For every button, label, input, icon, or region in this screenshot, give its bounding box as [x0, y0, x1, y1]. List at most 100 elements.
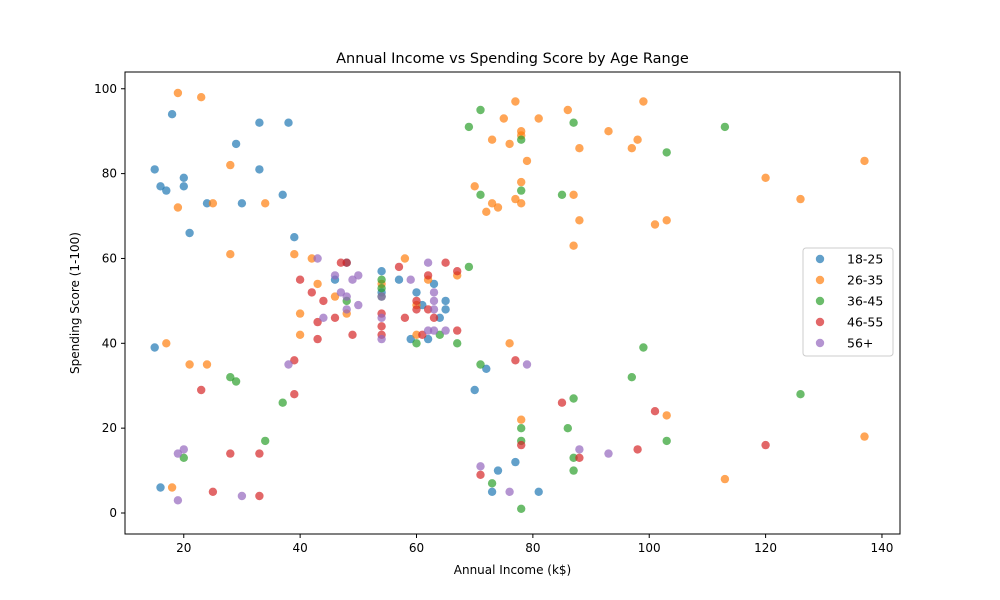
data-point	[761, 440, 770, 450]
data-point	[517, 440, 526, 450]
data-point	[330, 313, 340, 322]
data-point	[575, 453, 584, 462]
data-point	[354, 271, 363, 280]
legend-marker	[815, 317, 825, 327]
data-point	[575, 144, 584, 153]
data-point	[173, 88, 183, 98]
data-point	[400, 313, 410, 322]
data-point	[482, 364, 491, 373]
data-point	[569, 241, 578, 250]
data-point	[534, 114, 543, 123]
x-tick-label: 100	[638, 541, 661, 555]
data-point	[505, 139, 514, 149]
data-point	[557, 190, 567, 199]
data-point	[412, 296, 421, 306]
y-tick-label: 0	[109, 506, 117, 520]
data-point	[342, 292, 351, 301]
data-point	[860, 156, 869, 166]
data-point	[167, 110, 177, 119]
data-point	[284, 360, 293, 369]
data-point	[162, 186, 171, 195]
x-tick-label: 40	[292, 541, 307, 555]
data-point	[464, 122, 474, 132]
data-point	[517, 424, 526, 433]
data-point	[290, 250, 299, 259]
data-point	[179, 173, 188, 182]
data-point	[476, 462, 485, 471]
x-tick-label: 80	[525, 541, 540, 555]
data-point	[179, 453, 188, 462]
data-point	[604, 449, 613, 458]
data-point	[662, 436, 671, 446]
data-point	[319, 313, 328, 322]
data-point	[255, 491, 264, 501]
data-point	[441, 258, 450, 267]
data-point	[627, 144, 636, 153]
data-point	[255, 449, 264, 458]
data-point	[569, 190, 578, 199]
data-point	[406, 275, 415, 284]
data-point	[156, 483, 165, 492]
data-point	[476, 360, 485, 369]
data-point	[406, 334, 415, 344]
data-point	[429, 296, 439, 306]
data-point	[441, 326, 450, 335]
data-point	[796, 194, 805, 204]
data-point	[354, 300, 363, 310]
data-point	[476, 105, 485, 115]
data-point	[569, 466, 578, 475]
data-point	[202, 360, 212, 369]
data-point	[511, 97, 520, 106]
data-point	[470, 182, 479, 191]
legend-label: 18-25	[847, 252, 883, 267]
data-point	[226, 250, 235, 259]
data-point	[487, 487, 497, 496]
data-point	[290, 233, 299, 242]
data-point	[662, 411, 671, 420]
data-point	[563, 424, 572, 433]
data-point	[470, 385, 479, 395]
data-point	[284, 118, 293, 127]
data-point	[517, 177, 526, 187]
legend-label: 26-35	[847, 273, 883, 288]
data-point	[255, 165, 264, 174]
data-point	[662, 216, 671, 225]
data-point	[453, 339, 462, 348]
data-point	[197, 385, 206, 395]
data-point	[720, 122, 730, 132]
data-point	[377, 322, 386, 331]
data-point	[493, 466, 503, 475]
data-point	[179, 182, 188, 191]
data-point	[435, 313, 444, 322]
data-point	[342, 305, 351, 314]
x-tick-label: 20	[176, 541, 191, 555]
data-point	[319, 296, 328, 306]
data-point	[162, 339, 171, 348]
data-point	[517, 135, 526, 144]
data-point	[720, 474, 730, 484]
data-point	[231, 139, 241, 149]
data-point	[261, 436, 270, 446]
data-point	[342, 258, 351, 267]
data-point	[453, 267, 462, 276]
data-point	[295, 309, 305, 318]
legend-marker	[815, 296, 825, 306]
data-point	[290, 390, 299, 399]
x-tick-label: 120	[754, 541, 777, 555]
data-point	[231, 377, 241, 386]
data-point	[418, 300, 427, 310]
data-points	[150, 88, 869, 513]
data-point	[604, 127, 613, 136]
data-point	[569, 453, 578, 462]
data-point	[173, 496, 183, 505]
data-point	[394, 262, 404, 272]
data-point	[412, 339, 421, 348]
data-point	[429, 279, 439, 289]
y-tick-label: 40	[102, 336, 117, 350]
data-point	[435, 330, 444, 339]
series-46-55	[197, 258, 770, 501]
data-point	[226, 449, 235, 458]
data-point	[662, 148, 671, 157]
data-point	[441, 305, 450, 314]
data-point	[441, 296, 450, 306]
